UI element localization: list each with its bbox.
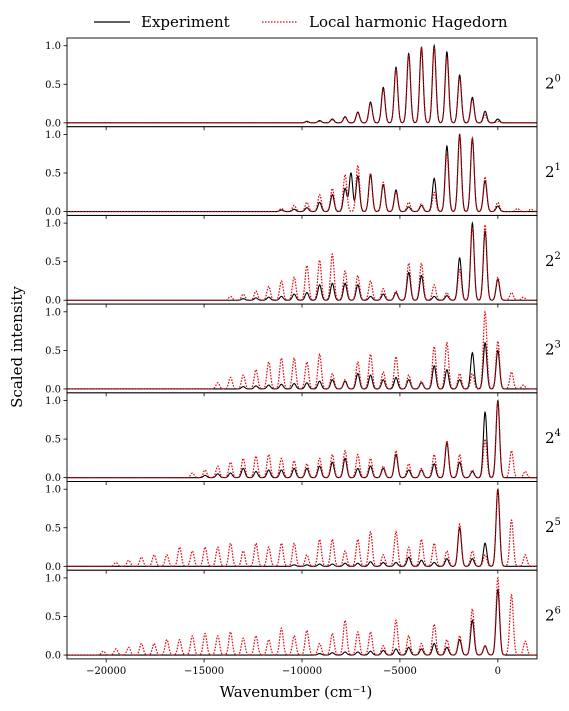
y-tick-label: 0.0 [45,473,61,484]
y-tick-label: 0.5 [45,346,61,357]
legend-label-hagedorn: Local harmonic Hagedorn [309,13,508,31]
y-tick-label: 0.0 [45,118,61,129]
legend-label-experiment: Experiment [141,13,230,31]
series-experiment-line-panel-6 [67,588,537,656]
y-tick-label: 0.5 [45,435,61,446]
y-tick-label: 0.0 [45,651,61,662]
y-tick-label: 0.5 [45,257,61,268]
series-hagedorn-line-panel-3 [67,310,537,390]
series-experiment-line-panel-4 [67,399,537,479]
y-tick-label: 1.0 [45,485,61,496]
panel-frame [66,214,538,305]
y-tick-label: 1.0 [45,307,61,318]
legend: Experiment Local harmonic Hagedorn [94,13,508,31]
panel-frame [66,37,538,128]
series-hagedorn-line-panel-5 [67,487,537,567]
x-tick-label: 0 [495,666,501,677]
y-tick-label: 1.0 [45,130,61,141]
panel-label: 20 [545,73,561,92]
y-tick-label: 1.0 [45,41,61,52]
panel-0: 0.0 0.5 1.0 20 [45,37,561,131]
series-hagedorn-line-panel-1 [67,134,537,213]
panels: 0.0 0.5 1.0 20 0.0 0.5 1.0 21 0.0 0.5 1.0 22 0.0 0.5 1… [45,37,561,677]
series-experiment-line-panel-2 [67,221,537,301]
y-tick-label: 1.0 [45,396,61,407]
series-hagedorn-line-panel-0 [67,45,537,124]
panel-4: 0.0 0.5 1.0 24 [45,392,561,485]
panel-2: 0.0 0.5 1.0 22 [45,214,561,308]
series-experiment-line-panel-5 [67,488,537,567]
x-axis-title: Wavenumber (cm⁻¹) [220,683,373,701]
y-tick-label: 1.0 [45,573,61,584]
panel-3: 0.0 0.5 1.0 23 [45,303,561,397]
y-tick-label: 1.0 [45,219,61,230]
y-axis-title: Scaled intensity [8,286,26,408]
y-tick-label: 0.5 [45,168,61,179]
panel-label: 22 [545,251,561,270]
y-tick-label: 0.0 [45,296,61,307]
panel-frame [66,569,538,660]
panel-5: 0.0 0.5 1.0 25 [45,481,561,574]
panel-label: 24 [545,428,561,447]
x-tick-label: −5000 [383,666,417,677]
y-tick-label: 0.0 [45,384,61,395]
x-tick-label: −10000 [282,666,322,677]
panel-frame [66,126,538,216]
y-tick-label: 0.5 [45,80,61,91]
panel-frame [66,392,538,482]
series-experiment-line-panel-0 [67,43,537,124]
y-tick-label: 0.5 [45,612,61,623]
panel-label: 21 [545,162,561,181]
panel-label: 25 [545,517,561,536]
y-tick-label: 0.5 [45,523,61,534]
panel-frame [66,481,538,571]
panel-6: 0.0 0.5 1.0 −20000 −15000 −10000 −5000 0 26 [45,569,561,677]
x-tick-label: −20000 [86,666,126,677]
panel-frame [66,303,538,394]
series-experiment-line-panel-3 [67,341,537,390]
y-tick-label: 0.0 [45,207,61,218]
series-hagedorn-line-panel-2 [67,223,537,301]
x-tick-label: −15000 [184,666,224,677]
series-hagedorn-line-panel-6 [67,576,537,656]
panel-label: 26 [545,606,561,625]
y-tick-label: 0.0 [45,562,61,573]
series-experiment-line-panel-1 [67,133,537,213]
series-hagedorn-line-panel-4 [67,400,537,479]
panel-1: 0.0 0.5 1.0 21 [45,126,561,219]
panel-label: 23 [545,339,561,358]
